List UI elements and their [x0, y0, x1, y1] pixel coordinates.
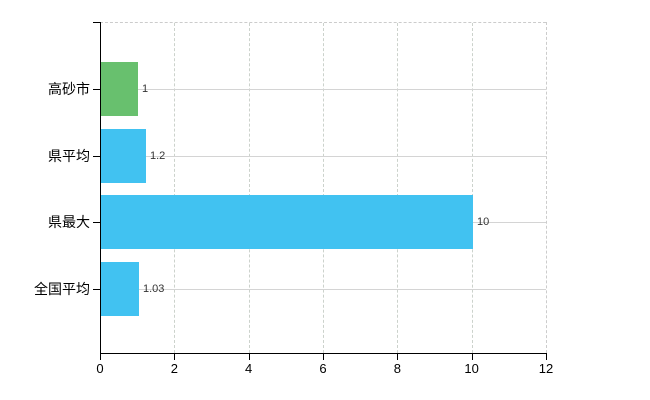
- bar: [101, 195, 473, 249]
- vertical-gridline: [323, 23, 324, 353]
- vertical-gridline: [174, 23, 176, 353]
- x-axis-tick: [100, 354, 101, 360]
- x-axis-tick: [323, 354, 324, 360]
- x-axis-tick-label: 2: [170, 361, 178, 376]
- x-axis-tick-label: 10: [464, 361, 479, 376]
- x-axis-tick: [397, 354, 399, 360]
- vertical-gridline: [471, 23, 473, 353]
- vertical-gridline: [248, 23, 250, 353]
- bar-value-label: 1.2: [150, 149, 166, 162]
- x-axis-tick-label: 8: [393, 361, 401, 376]
- y-axis-tick: [93, 288, 100, 290]
- category-label: 県最大: [48, 214, 90, 230]
- x-axis-tick: [174, 354, 176, 360]
- plot-border-right: [546, 22, 547, 353]
- vertical-gridline: [397, 23, 399, 353]
- category-label: 県平均: [48, 147, 90, 164]
- y-axis-end-tick: [93, 22, 100, 23]
- y-axis-tick: [93, 155, 100, 157]
- x-axis-tick-label: 0: [96, 361, 104, 376]
- bar: [101, 261, 139, 316]
- category-label: 高砂市: [48, 81, 90, 97]
- category-label: 全国平均: [34, 280, 90, 297]
- x-axis-tick-label: 12: [538, 361, 554, 376]
- horizontal-gridline: [101, 89, 546, 90]
- y-axis-tick: [93, 89, 100, 90]
- y-axis-tick: [93, 222, 100, 223]
- bar-value-label: 10: [477, 216, 490, 228]
- x-axis-tick: [248, 354, 250, 360]
- bar-value-label: 1: [142, 83, 149, 95]
- y-axis-line: [100, 22, 101, 354]
- bar: [101, 128, 146, 183]
- plot-border-top: [100, 22, 546, 23]
- x-axis-tick-label: 6: [319, 361, 327, 376]
- bar: [101, 62, 138, 116]
- bar-value-label: 1.03: [143, 282, 165, 295]
- horizontal-gridline: [101, 288, 546, 290]
- x-axis-tick: [471, 354, 473, 360]
- x-axis-line: [100, 353, 547, 354]
- horizontal-gridline: [101, 155, 546, 157]
- x-axis-tick-label: 4: [245, 361, 253, 376]
- x-axis-tick: [546, 354, 547, 360]
